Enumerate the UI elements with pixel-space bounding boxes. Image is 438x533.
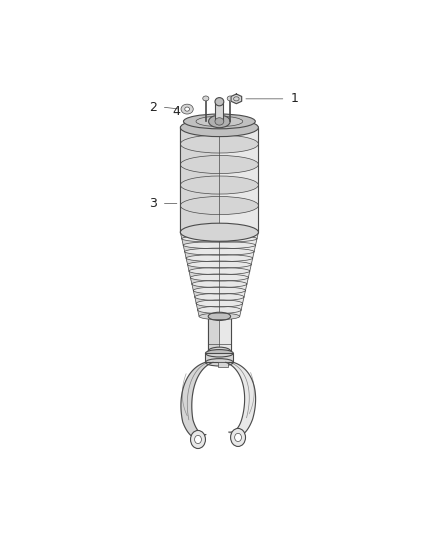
Polygon shape [180,127,219,232]
Ellipse shape [184,114,255,129]
Ellipse shape [205,350,233,357]
Text: 2: 2 [149,101,156,114]
Polygon shape [208,317,219,351]
Ellipse shape [180,135,258,153]
Ellipse shape [187,261,251,268]
Ellipse shape [208,347,230,356]
Ellipse shape [191,274,248,281]
Ellipse shape [199,313,240,320]
Ellipse shape [192,280,247,288]
Polygon shape [219,303,243,310]
Polygon shape [182,239,219,245]
Polygon shape [219,252,254,258]
Polygon shape [219,317,230,351]
Polygon shape [219,284,247,290]
Polygon shape [219,290,245,297]
Polygon shape [183,245,219,252]
Ellipse shape [215,98,224,106]
Ellipse shape [198,306,241,313]
Ellipse shape [180,176,258,194]
Polygon shape [219,271,250,278]
Polygon shape [195,297,219,303]
Ellipse shape [182,235,257,243]
FancyBboxPatch shape [218,362,228,367]
Ellipse shape [180,197,258,215]
Polygon shape [181,362,213,440]
Polygon shape [198,310,219,317]
Ellipse shape [180,156,258,174]
Polygon shape [180,232,219,239]
Polygon shape [219,232,258,239]
Ellipse shape [189,268,250,274]
Text: 4: 4 [173,104,180,118]
Polygon shape [219,127,258,232]
Ellipse shape [180,118,258,136]
Polygon shape [219,297,244,303]
FancyBboxPatch shape [205,353,233,362]
Ellipse shape [196,116,243,127]
Circle shape [194,435,201,443]
Ellipse shape [195,293,244,301]
Ellipse shape [205,359,233,366]
Ellipse shape [196,300,243,307]
Polygon shape [231,94,242,103]
Polygon shape [193,290,219,297]
Circle shape [235,433,241,441]
FancyBboxPatch shape [215,102,223,122]
Polygon shape [196,303,219,310]
Text: 1: 1 [291,92,299,106]
Ellipse shape [185,107,190,111]
Polygon shape [191,278,219,284]
Polygon shape [192,284,219,290]
Ellipse shape [180,223,258,241]
Ellipse shape [215,118,224,125]
Ellipse shape [203,96,209,101]
Circle shape [191,431,205,448]
Ellipse shape [185,248,254,255]
Polygon shape [219,310,241,317]
Ellipse shape [208,115,230,128]
Polygon shape [186,258,219,264]
Polygon shape [219,245,255,252]
Circle shape [230,429,246,447]
Ellipse shape [227,96,233,101]
Polygon shape [219,239,257,245]
Polygon shape [219,258,253,264]
Polygon shape [219,278,248,284]
Polygon shape [189,271,219,278]
Polygon shape [185,252,219,258]
Polygon shape [226,362,256,437]
Ellipse shape [180,229,258,236]
Ellipse shape [181,104,193,114]
Text: 3: 3 [149,197,156,210]
Ellipse shape [208,312,230,320]
Ellipse shape [186,255,253,262]
Polygon shape [219,264,251,271]
Ellipse shape [193,287,245,294]
Ellipse shape [183,241,255,249]
Polygon shape [187,264,219,271]
